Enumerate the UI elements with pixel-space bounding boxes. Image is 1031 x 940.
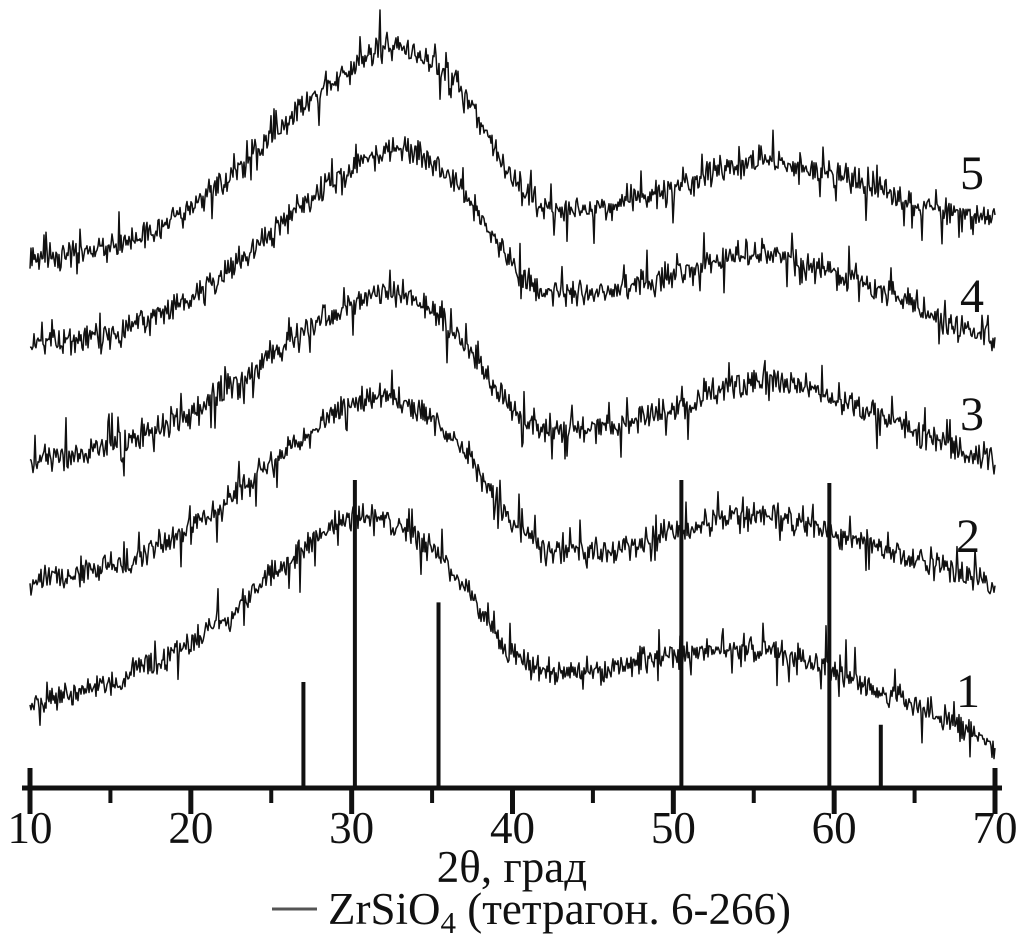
curve-label-5: 5	[960, 147, 984, 200]
legend-phase-suffix: (тетрагон. 6-266)	[456, 884, 791, 934]
x-axis-title: 2θ, град	[437, 842, 587, 892]
xrd-curve-5	[29, 9, 996, 275]
legend: ZrSiO4 (тетрагон. 6-266)	[272, 884, 791, 940]
xrd-curve-3	[29, 269, 996, 477]
xrd-curve-1	[29, 503, 996, 760]
x-tick-label: 30	[329, 803, 374, 853]
curve-label-2: 2	[956, 510, 980, 563]
x-tick-label: 60	[812, 803, 857, 853]
legend-phase-subscript: 4	[441, 905, 457, 940]
x-tick-label: 20	[168, 803, 213, 853]
x-axis-tick-labels: 10 20 30 40 50 60 70	[8, 803, 1018, 853]
legend-phase-name: ZrSiO	[328, 884, 441, 934]
x-tick-label: 50	[651, 803, 696, 853]
x-axis: 10 20 30 40 50 60 70	[8, 768, 1018, 853]
curve-label-1: 1	[956, 665, 980, 718]
xrd-curves	[29, 9, 996, 760]
x-tick-label: 10	[8, 803, 53, 853]
xrd-curve-2	[29, 369, 996, 596]
x-tick-label: 40	[490, 803, 535, 853]
curve-labels: 5 4 3 2 1	[956, 147, 984, 718]
curve-label-3: 3	[960, 388, 984, 441]
legend-label: ZrSiO4 (тетрагон. 6-266)	[328, 884, 791, 940]
curve-label-4: 4	[960, 270, 984, 323]
x-axis-ticks	[27, 768, 998, 814]
x-tick-label: 70	[973, 803, 1018, 853]
xrd-curve-4	[29, 136, 996, 356]
